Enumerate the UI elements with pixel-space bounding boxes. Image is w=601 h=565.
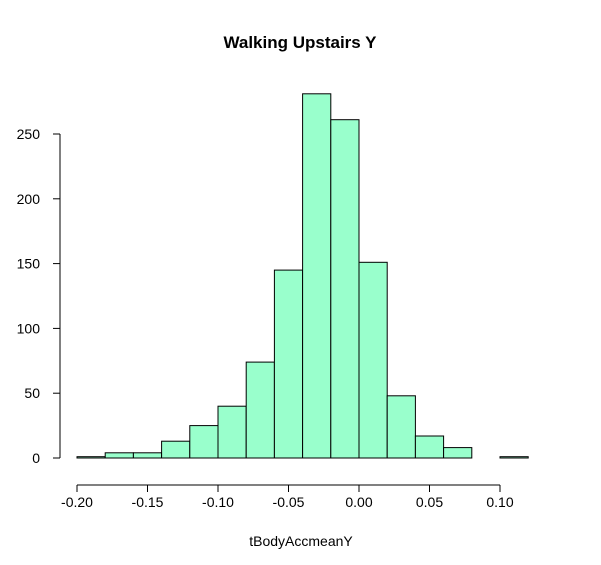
x-tick-label: -0.15 xyxy=(132,494,164,510)
y-tick-label: 50 xyxy=(24,385,40,401)
y-tick-label: 150 xyxy=(17,256,41,272)
histogram-bar-3 xyxy=(161,440,191,459)
y-axis: 0 50 100 150 200 250 xyxy=(17,126,61,466)
histogram-bar-7 xyxy=(273,269,304,459)
x-tick-label: -0.05 xyxy=(273,494,305,510)
y-tick-label: 200 xyxy=(17,191,41,207)
histogram-bar-1 xyxy=(104,452,134,459)
histogram-bar-10 xyxy=(358,261,388,459)
histogram-bar-13 xyxy=(443,447,473,459)
x-tick-label: 0.05 xyxy=(416,494,443,510)
histogram-bar-11 xyxy=(386,395,416,459)
histogram-bar-5 xyxy=(217,405,247,459)
histogram-bar-2 xyxy=(132,452,163,459)
y-tick-label: 100 xyxy=(17,320,41,336)
x-tick-label: 0.00 xyxy=(345,494,372,510)
histogram-bar-12 xyxy=(414,435,445,459)
histogram-bar-15 xyxy=(499,456,529,459)
x-tick-label: 0.10 xyxy=(486,494,513,510)
x-axis: -0.20 -0.15 -0.10 -0.05 0.00 0.05 0.10 xyxy=(61,484,514,510)
bars-group xyxy=(76,93,529,459)
y-tick-label: 0 xyxy=(32,450,40,466)
histogram-bar-4 xyxy=(189,425,219,459)
histogram-bar-6 xyxy=(245,361,275,459)
histogram-bar-8 xyxy=(302,93,332,459)
x-tick-label: -0.10 xyxy=(202,494,234,510)
histogram-bar-0 xyxy=(76,456,106,459)
chart-title: Walking Upstairs Y xyxy=(223,33,377,52)
x-tick-label: -0.20 xyxy=(61,494,93,510)
histogram-bar-9 xyxy=(330,119,360,459)
x-axis-label: tBodyAccmeanY xyxy=(249,533,353,549)
y-tick-label: 250 xyxy=(17,126,41,142)
